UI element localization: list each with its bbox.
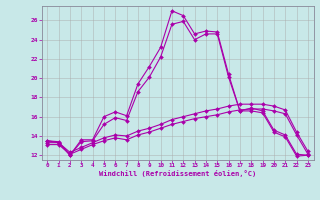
X-axis label: Windchill (Refroidissement éolien,°C): Windchill (Refroidissement éolien,°C) [99, 170, 256, 177]
